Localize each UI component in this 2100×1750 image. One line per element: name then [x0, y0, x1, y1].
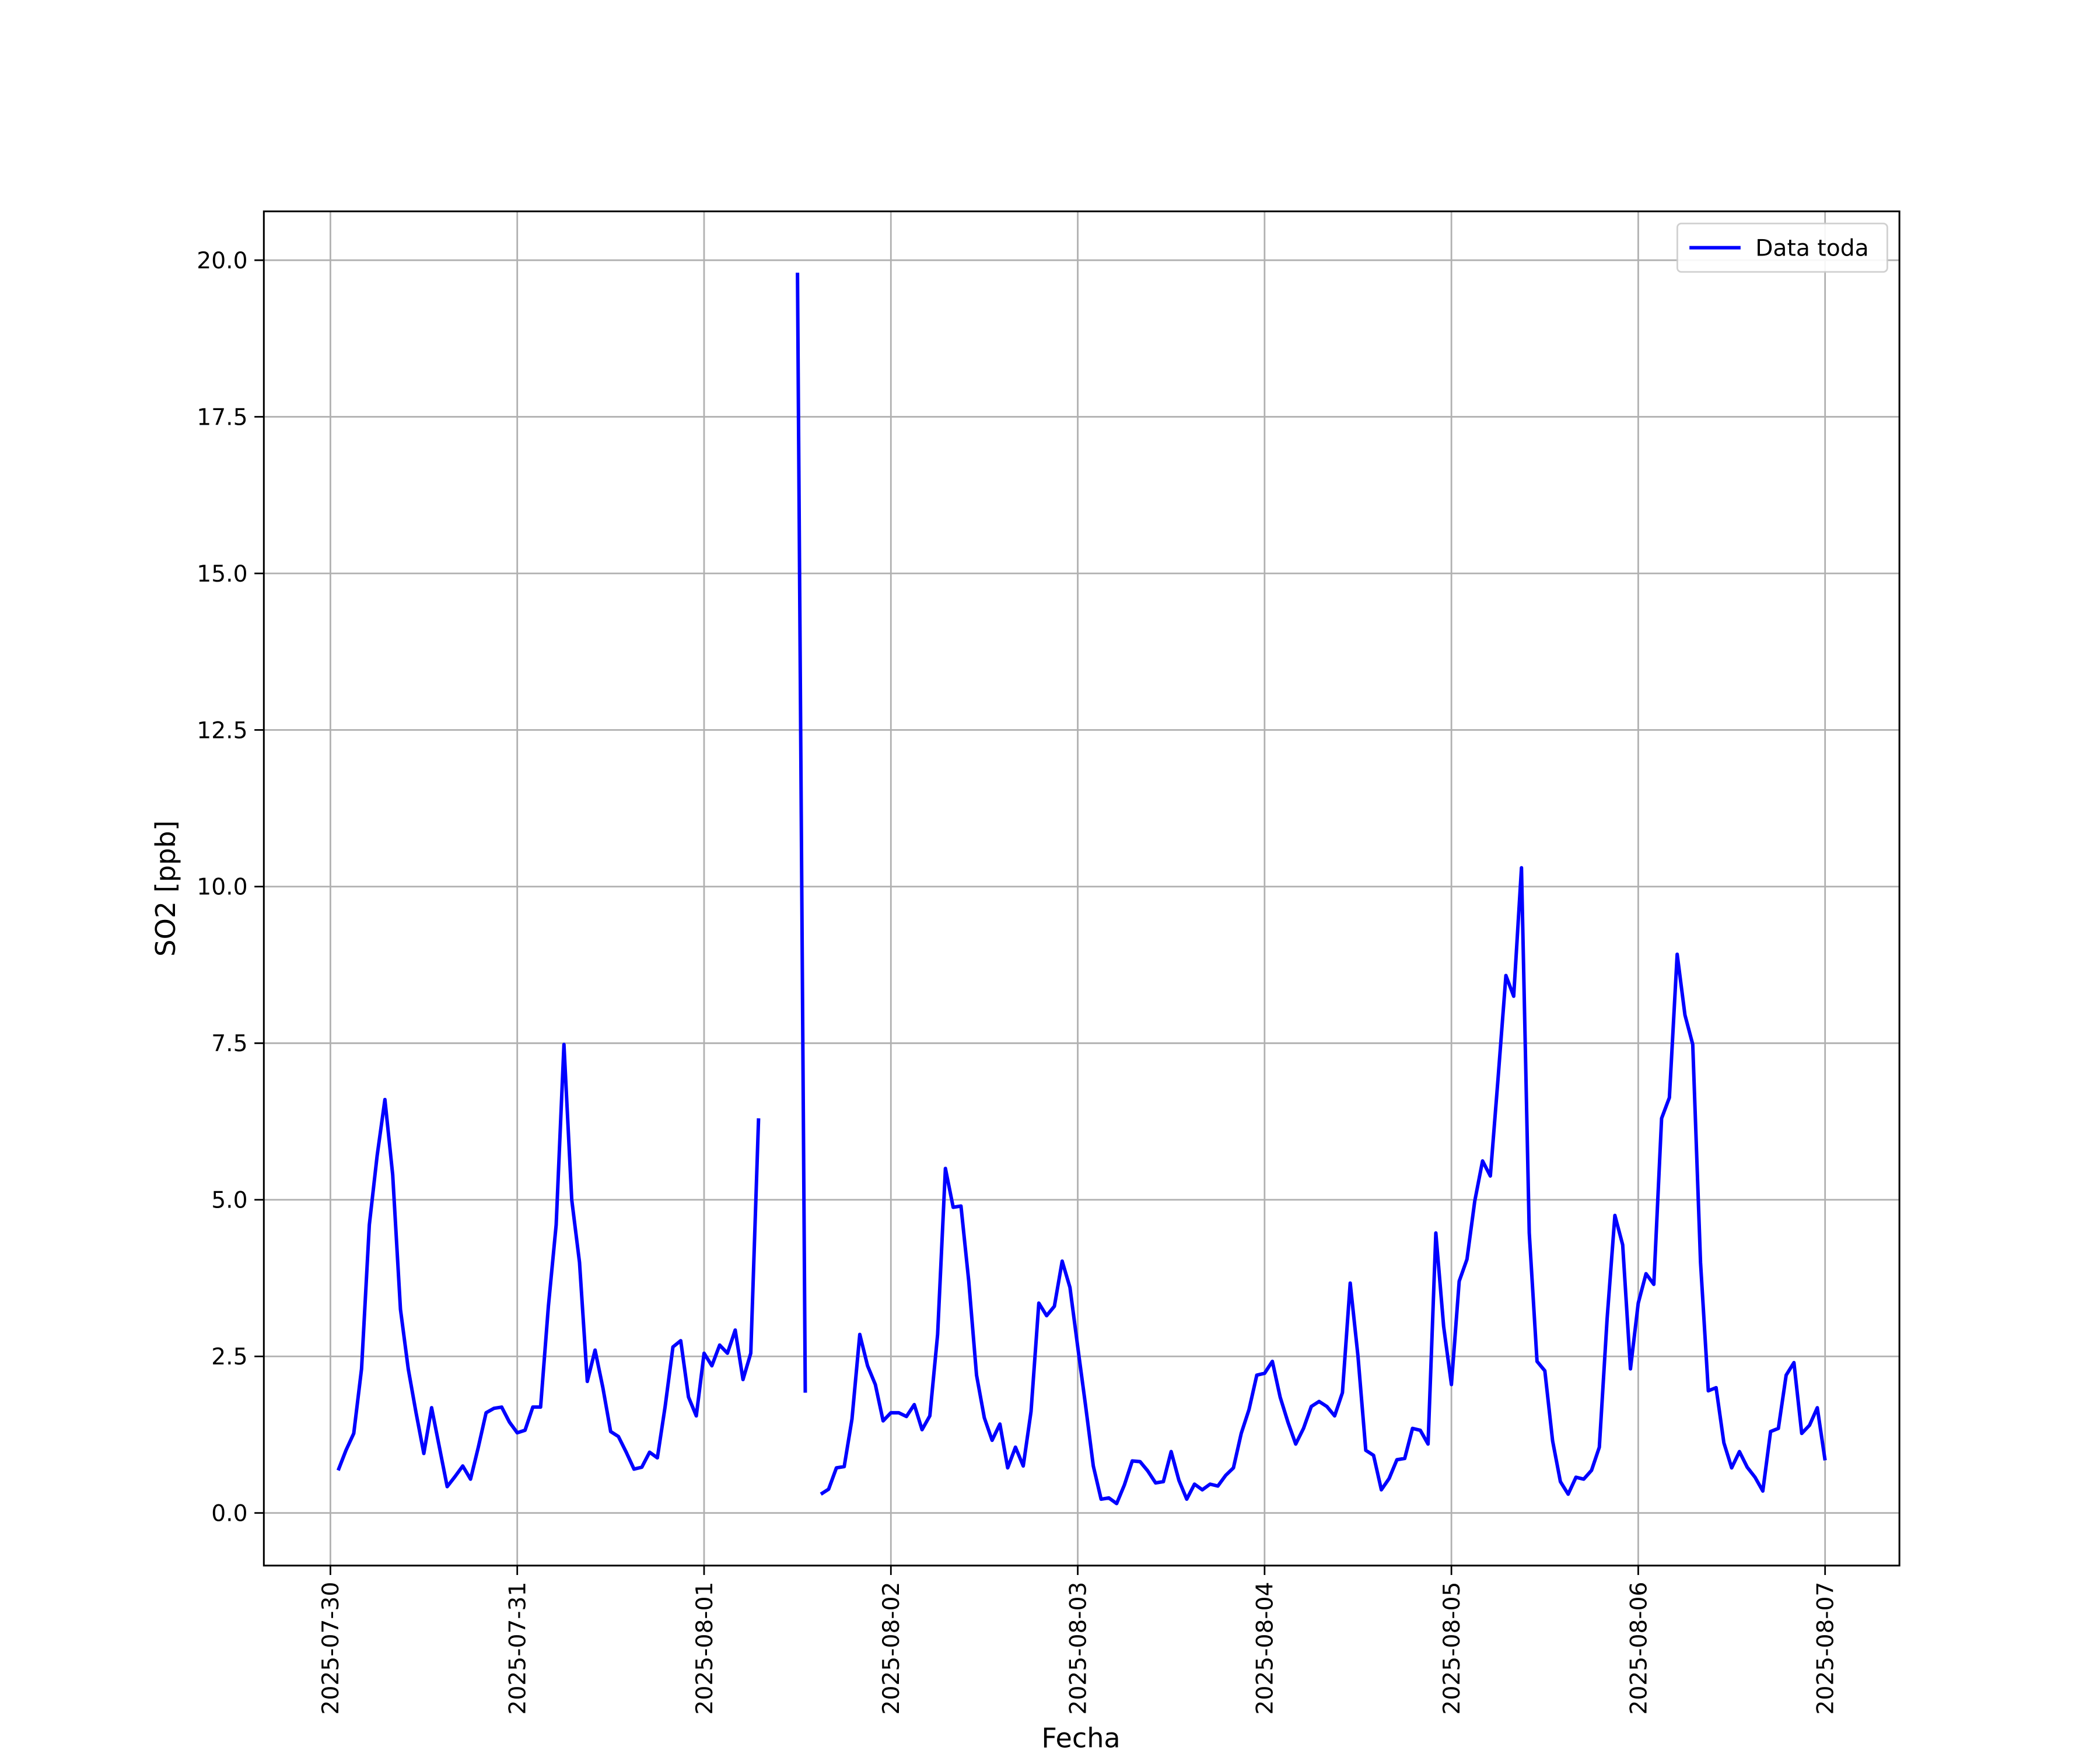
legend-label: Data toda [1755, 235, 1868, 261]
y-tick-label: 0.0 [211, 1500, 247, 1527]
x-tick-label: 2025-08-02 [878, 1582, 905, 1715]
x-tick-label: 2025-08-06 [1626, 1582, 1652, 1715]
axes-frame [262, 210, 1901, 1567]
legend: Data toda [1676, 222, 1888, 273]
y-tick-label: 5.0 [211, 1188, 247, 1214]
ticks: 0.0 2.5 5.0 7.5 10.0 12.5 15.0 17.5 20.0 2025-07-… [197, 248, 1839, 1715]
x-tick-label: 2025-07-30 [318, 1582, 344, 1715]
y-tick-label: 17.5 [197, 404, 247, 430]
data-line [336, 272, 1827, 1506]
y-axis-label: SO2 [ppb] [150, 820, 181, 957]
y-tick-label: 2.5 [211, 1344, 247, 1370]
grid [264, 211, 1900, 1566]
x-tick-label: 2025-08-05 [1439, 1582, 1465, 1715]
x-tick-label: 2025-08-04 [1252, 1582, 1279, 1715]
x-tick-label: 2025-07-31 [505, 1582, 531, 1715]
y-tick-label: 20.0 [197, 248, 247, 274]
x-tick-label: 2025-08-03 [1065, 1582, 1091, 1715]
x-tick-label: 2025-08-01 [692, 1582, 718, 1715]
y-tick-label: 7.5 [211, 1031, 247, 1057]
x-axis-label: Fecha [1041, 1722, 1120, 1750]
plot-area [336, 272, 1827, 1506]
y-tick-label: 12.5 [197, 718, 247, 744]
y-tick-label: 10.0 [197, 874, 247, 901]
legend-box [1676, 222, 1888, 273]
x-tick-label: 2025-08-07 [1813, 1582, 1839, 1715]
y-tick-label: 15.0 [197, 561, 247, 587]
